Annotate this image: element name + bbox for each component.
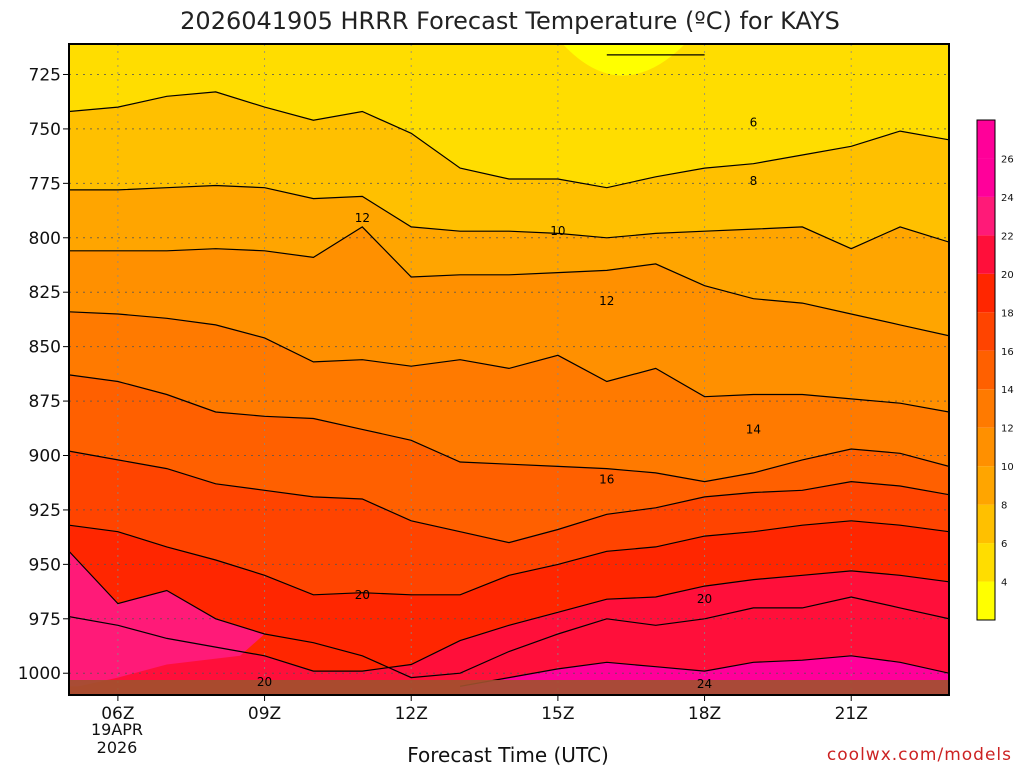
y-tick-label: 875 — [29, 392, 61, 412]
colorbar-segment — [977, 389, 995, 428]
colorbar-tick-label: 4 — [1001, 578, 1007, 589]
colorbar-segment — [977, 581, 995, 620]
colorbar-tick-label: 14 — [1001, 385, 1014, 396]
chart-title: 2026041905 HRRR Forecast Temperature (ºC… — [180, 7, 840, 35]
colorbar-segment — [977, 427, 995, 467]
contour-label: 12 — [355, 211, 370, 225]
isotherm-18 — [69, 520, 949, 596]
colorbar-segment — [977, 273, 995, 313]
contour-label: 24 — [697, 677, 712, 691]
colorbar-tick-label: 26 — [1001, 154, 1014, 165]
isotherm-22 — [69, 550, 949, 679]
y-tick-label: 850 — [29, 338, 61, 358]
x-tick-label: 12Z — [395, 704, 428, 724]
colorbar-tick-label: 18 — [1001, 308, 1014, 319]
isotherm-24 — [459, 655, 949, 687]
colorbar-segment — [977, 235, 995, 274]
x-axis-label: Forecast Time (UTC) — [407, 743, 609, 767]
contour-labels: 6 8 10 12 12 14 16 20 20 20 24 — [257, 115, 761, 691]
contour-label: 10 — [550, 224, 565, 238]
contour-label: 12 — [599, 294, 614, 308]
colorbar-segment — [977, 158, 995, 197]
x-tick-label: 15Z — [541, 704, 574, 724]
y-tick-label: 950 — [29, 555, 61, 575]
y-tick-label: 900 — [29, 447, 61, 467]
temperature-field — [69, 44, 949, 695]
ground-surface — [69, 680, 949, 695]
x-tick-label: 06Z — [101, 704, 134, 724]
colorbar-segment — [977, 196, 995, 236]
y-tick-label: 750 — [29, 120, 61, 140]
y-tick-label: 825 — [29, 283, 61, 303]
colorbar-tick-label: 16 — [1001, 347, 1014, 358]
colorbar-tick-label: 24 — [1001, 193, 1014, 204]
y-tick-label: 800 — [29, 229, 61, 249]
contour-label: 16 — [599, 472, 614, 486]
y-tick-label: 1000 — [18, 664, 61, 684]
contour-label: 20 — [257, 675, 272, 689]
x-tick-label: 18Z — [688, 704, 721, 724]
colorbar-segment — [977, 466, 995, 505]
x-axis: 06Z 09Z 12Z 15Z 18Z 21Z — [101, 695, 868, 724]
date-line-1: 19APR — [91, 720, 143, 739]
date-line-2: 2026 — [97, 738, 138, 757]
x-tick-label: 09Z — [248, 704, 281, 724]
isotherm-20 — [69, 570, 949, 672]
colorbar-segment — [977, 120, 995, 159]
contour-label: 14 — [746, 422, 761, 436]
isotherm-16 — [69, 450, 949, 544]
isotherm-14 — [69, 374, 949, 483]
temp-band-22-pocket — [69, 551, 265, 687]
y-tick-label: 775 — [29, 174, 61, 194]
isotherm-10 — [69, 226, 949, 337]
y-axis: 725 750 775 800 825 850 875 900 925 950 975 1000 — [18, 65, 69, 684]
isotherm-12 — [69, 311, 949, 413]
y-tick-label: 975 — [29, 610, 61, 630]
isotherm-8 — [69, 184, 949, 250]
y-tick-label: 725 — [29, 65, 61, 85]
colorbar-frame — [976, 119, 996, 621]
contour-label: 20 — [697, 592, 712, 606]
colorbar-segment — [977, 543, 995, 582]
y-tick-label: 925 — [29, 501, 61, 521]
colorbar-tick-label: 10 — [1001, 462, 1014, 473]
plot-frame — [68, 43, 950, 696]
isotherm-contours — [69, 54, 949, 687]
contour-label: 6 — [750, 115, 758, 129]
isotherm-6 — [69, 91, 949, 189]
colorbar-tick-label: 20 — [1001, 270, 1014, 281]
temp-band-4 — [562, 44, 685, 76]
colorbar: 4 6 8 10 12 14 16 18 20 22 24 26 — [976, 119, 1014, 621]
colorbar-tick-label: 6 — [1001, 539, 1007, 550]
colorbar-segment — [977, 504, 995, 544]
colorbar-tick-label: 12 — [1001, 424, 1014, 435]
colorbar-tick-label: 22 — [1001, 231, 1014, 242]
colorbar-segment — [977, 312, 995, 351]
contour-label: 8 — [750, 174, 758, 188]
x-tick-label: 21Z — [835, 704, 868, 724]
colorbar-tick-label: 8 — [1001, 501, 1007, 512]
contour-label: 20 — [355, 588, 370, 602]
colorbar-segment — [977, 350, 995, 390]
credit-text: coolwx.com/models — [827, 745, 1012, 765]
